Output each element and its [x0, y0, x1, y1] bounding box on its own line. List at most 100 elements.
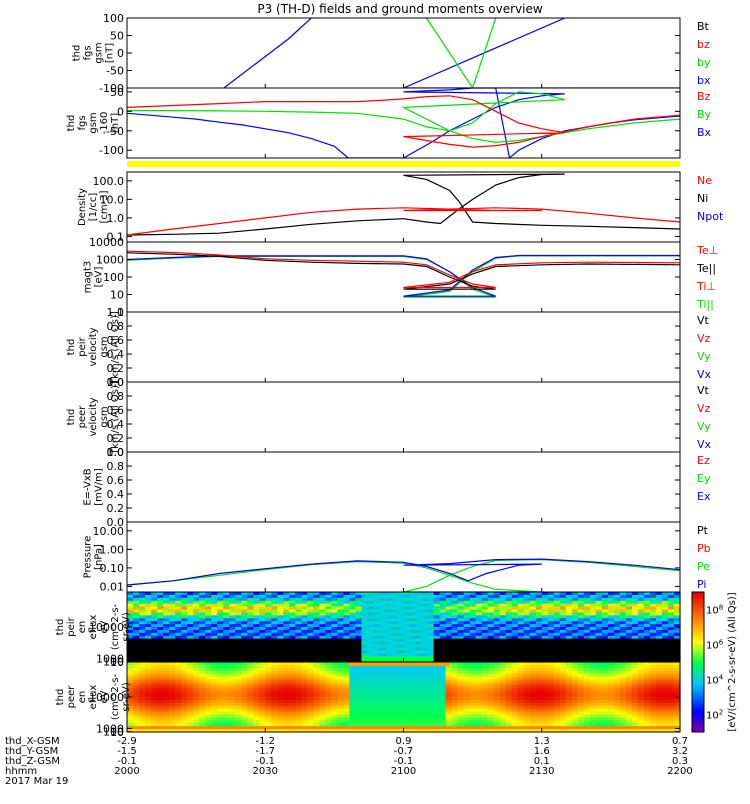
y-axis-label: velocity — [88, 397, 99, 436]
legend-By: By — [697, 108, 712, 121]
colorbar-tick-label: 102 — [706, 709, 723, 722]
y-axis-label: eflux — [88, 615, 99, 640]
series-Ne-line — [127, 208, 750, 235]
y-axis-label: peer — [77, 405, 88, 429]
y-axis-label: eflux — [88, 685, 99, 710]
y-axis-label: eV — [99, 690, 110, 703]
series-Ti-line — [127, 256, 750, 297]
y-axis-label: peer — [66, 685, 77, 709]
y-tick-label: 100 — [103, 12, 124, 25]
figure-title: P3 (TH-D) fields and ground moments over… — [257, 2, 542, 16]
y-tick-label: 0 — [117, 47, 124, 60]
heatmap-band — [348, 662, 449, 666]
y-axis-label: eV — [99, 620, 110, 633]
y-axis-label: peir — [77, 336, 88, 356]
legend-Ni: Ni — [697, 192, 708, 205]
panel-frame — [127, 18, 680, 88]
y-axis-label: [nPa] — [94, 544, 105, 570]
legend-Te: Te|| — [696, 262, 716, 275]
y-axis-label: [eV] — [94, 267, 105, 288]
y-axis-label: thd — [66, 409, 77, 426]
legend-Pb: Pb — [697, 542, 711, 555]
y-axis-label: [km/s (All Qs)] — [110, 381, 121, 453]
y-axis-label: fgs — [83, 45, 94, 60]
panel-frame — [127, 452, 680, 522]
legend-Vt: Vt — [697, 384, 710, 397]
y-tick-label: 1000 — [96, 254, 124, 267]
y-tick-label: -100 — [99, 144, 124, 157]
panel-frame — [127, 382, 680, 452]
legend-Vz: Vz — [697, 402, 711, 415]
y-axis-label: fgs — [77, 115, 88, 130]
legend-bx: bx — [697, 74, 711, 87]
y-axis-label: thd — [66, 339, 77, 356]
colorbar-label: [eV/(cm^2-s-sr-eV) (All Qs)] — [727, 592, 738, 731]
y-axis-label: [nT] — [110, 113, 121, 133]
y-tick-label: 0.4 — [107, 488, 125, 501]
y-axis-label: [km/s (All Qs)] — [110, 311, 121, 383]
y-axis-label: [cm-3] — [99, 190, 110, 223]
y-axis-label: gsm — [88, 112, 99, 133]
y-axis-label: thd — [72, 45, 83, 62]
legend-Ey: Ey — [697, 472, 711, 485]
panel-frame — [127, 312, 680, 382]
legend-Vt: Vt — [697, 314, 710, 327]
y-axis-label: Pressure — [83, 536, 94, 579]
y-axis-label: sr-eV) — [121, 682, 132, 711]
x-axis-value: 2100 — [391, 766, 416, 777]
x-axis-value: 2030 — [253, 766, 278, 777]
y-tick-label: 0.6 — [107, 474, 125, 487]
y-axis-label: en — [77, 691, 88, 704]
legend-Vx: Vx — [697, 438, 712, 451]
panel-frame — [127, 172, 680, 242]
y-tick-label: 100 — [103, 271, 124, 284]
x-axis-date: 2017 Mar 19 — [5, 776, 68, 787]
y-tick-label: -50 — [106, 65, 124, 78]
y-axis-label: magt3 — [83, 261, 94, 294]
panel-frame — [127, 242, 680, 312]
y-axis-label: [nT] — [105, 43, 116, 63]
legend-Npot: Npot — [697, 210, 724, 223]
y-axis-label: gsm — [99, 336, 110, 357]
legend-Bx: Bx — [697, 126, 712, 139]
series-Ni-line — [127, 174, 750, 235]
panel-density: 100.010.01.00.1Density[1/cc][cm-3]NeNiNp… — [77, 172, 750, 243]
y-axis-label: (cm^2-s- — [110, 673, 121, 720]
y-axis-label: thd — [55, 689, 66, 706]
legend-Vy: Vy — [697, 420, 711, 433]
legend-Ti: Ti|| — [696, 298, 714, 311]
legend-Bt: Bt — [697, 20, 710, 33]
y-tick-label: 10.00 — [93, 525, 125, 538]
legend-by: by — [697, 56, 711, 69]
y-axis-label: peir — [66, 616, 77, 636]
y-axis-label: velocity — [88, 327, 99, 366]
y-tick-label: 10000 — [89, 236, 124, 249]
series-Bx-line — [127, 88, 750, 158]
legend-Pt: Pt — [697, 524, 709, 537]
y-axis-label: -160 — [99, 112, 110, 135]
legend-Ez: Ez — [697, 454, 710, 467]
legend-Te: Te⊥ — [696, 244, 718, 257]
y-tick-label: 50 — [110, 86, 124, 99]
y-axis-label: thd — [55, 619, 66, 636]
y-axis-label: [mV/m] — [94, 468, 105, 506]
x-axis-value: 2000 — [114, 766, 139, 777]
legend-Ne: Ne — [697, 174, 712, 187]
legend-Pe: Pe — [697, 560, 710, 573]
y-axis-label: gsm — [99, 406, 110, 427]
y-tick-label: 0.2 — [107, 502, 125, 515]
x-axis-value: 2130 — [529, 766, 554, 777]
y-axis-label: (cm^2-s- — [110, 603, 121, 650]
y-tick-label: 10 — [110, 289, 124, 302]
colorbar-tick-label: 104 — [706, 674, 724, 687]
quality-flag-bar — [127, 161, 680, 167]
